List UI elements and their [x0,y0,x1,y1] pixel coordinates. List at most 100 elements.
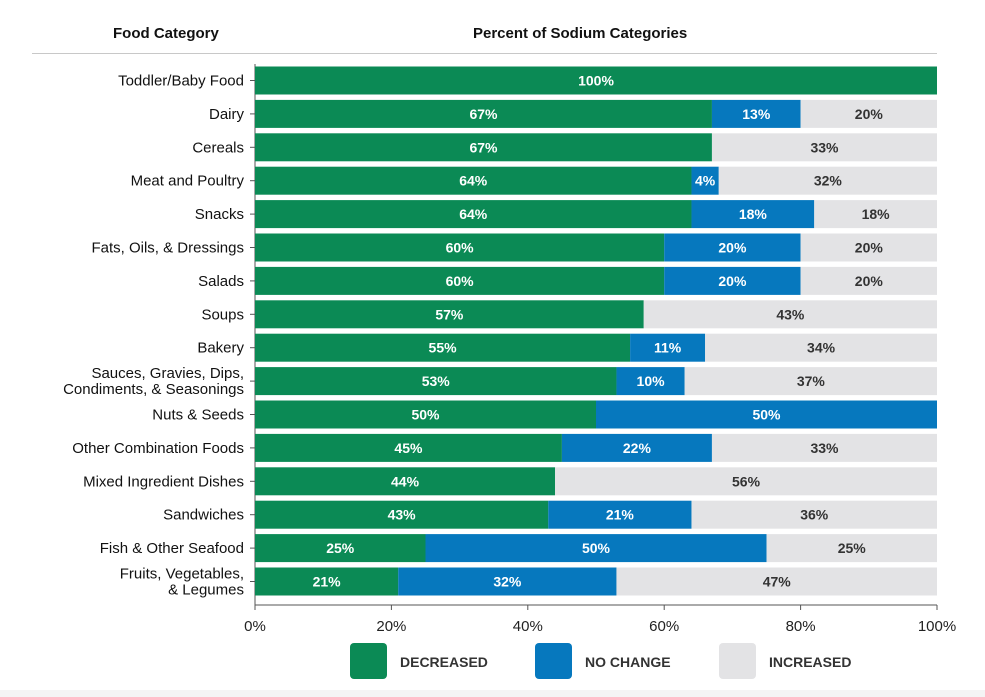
data-label-increased: 37% [797,373,826,389]
legend-label-decreased: DECREASED [400,654,488,670]
data-label-decreased: 67% [469,106,498,122]
x-tick-label: 0% [244,618,266,635]
category-label: Dairy [209,106,245,123]
category-label: Sauces, Gravies, Dips, Condiments, & Seas… [63,365,244,398]
data-label-no-change: 18% [739,206,768,222]
bar-segment-decreased [255,400,596,429]
data-label-no-change: 32% [493,574,522,590]
bar-segment-increased [718,166,937,195]
bar-segment-increased [705,333,937,362]
chart-title: Percent of Sodium Categories [473,25,688,42]
bar-segment-increased [555,467,937,496]
data-label-no-change: 11% [654,340,682,356]
category-label: Soups [201,306,244,323]
bar-segment-no-change [664,266,801,295]
data-label-increased: 47% [763,574,792,590]
legend-label-no-change: NO CHANGE [585,654,671,670]
data-label-increased: 32% [814,173,843,189]
data-label-increased: 20% [855,273,884,289]
bar-segment-no-change [596,400,937,429]
bar-segment-increased [711,433,937,462]
bar-segment-no-change [398,567,617,596]
category-label: Sandwiches [163,507,244,524]
bar-segment-no-change [630,333,706,362]
bar-segment-increased [684,367,937,396]
bar-segment-decreased [255,266,665,295]
bar-segment-decreased [255,166,692,195]
bar-segment-decreased [255,367,617,396]
bar-segment-no-change [711,99,801,128]
data-label-no-change: 50% [752,407,781,423]
x-tick-label: 100% [918,618,956,635]
bar-segment-increased [691,500,937,529]
data-label-increased: 20% [855,240,884,256]
bar-segment-decreased [255,333,631,362]
category-label: Fats, Oils, & Dressings [91,240,244,257]
legend-swatch-decreased [350,643,387,679]
data-label-increased: 36% [800,507,829,523]
category-label: Bakery [197,340,244,357]
bar-segment-decreased [255,567,399,596]
bar-segment-increased [711,133,937,162]
category-label: Cereals [192,139,244,156]
data-label-decreased: 57% [435,306,464,322]
bar-segment-decreased [255,500,549,529]
data-label-decreased: 50% [411,407,440,423]
bar-segment-decreased [255,133,712,162]
category-label: Other Combination Foods [72,440,244,457]
bar-segment-decreased [255,233,665,262]
bar-segment-decreased [255,200,692,229]
category-label: Salads [198,273,244,290]
data-label-increased: 56% [732,473,761,489]
data-label-decreased: 43% [388,507,417,523]
bar-segment-decreased [255,99,712,128]
bar-segment-no-change [548,500,692,529]
data-label-decreased: 53% [422,373,451,389]
data-label-increased: 34% [807,340,836,356]
bar-segment-decreased [255,433,562,462]
data-label-no-change: 20% [718,240,747,256]
data-label-no-change: 50% [582,540,611,556]
category-label: Nuts & Seeds [152,407,244,424]
data-label-decreased: 21% [313,574,342,590]
data-label-decreased: 60% [446,240,475,256]
data-label-increased: 33% [810,139,839,155]
bar-segment-decreased [255,534,426,563]
data-label-no-change: 20% [718,273,747,289]
data-label-decreased: 60% [446,273,475,289]
bar-segment-no-change [691,166,719,195]
x-tick-label: 80% [786,618,816,635]
data-label-no-change: 4% [695,173,716,189]
data-label-increased: 43% [776,306,805,322]
data-label-increased: 25% [838,540,867,556]
data-label-increased: 18% [862,206,891,222]
bar-segment-increased [616,567,937,596]
bar-segment-increased [800,233,937,262]
data-label-no-change: 10% [637,373,666,389]
bar-segment-no-change [616,367,685,396]
data-label-decreased: 64% [459,173,488,189]
data-label-increased: 20% [855,106,884,122]
category-label: Meat and Poultry [131,173,245,190]
bottom-band [0,690,985,697]
category-label: Fruits, Vegetables, & Legumes [120,566,244,599]
data-label-decreased: 64% [459,206,488,222]
data-label-decreased: 55% [429,340,458,356]
bar-segment-decreased [255,66,937,95]
x-tick-label: 20% [376,618,406,635]
data-label-decreased: 44% [391,473,420,489]
category-label: Snacks [195,206,244,223]
category-label: Toddler/Baby Food [118,73,244,90]
legend-swatch-no-change [535,643,572,679]
x-tick-label: 60% [649,618,679,635]
data-label-no-change: 22% [623,440,652,456]
bar-segment-no-change [561,433,712,462]
category-label: Mixed Ingredient Dishes [83,473,244,490]
data-label-decreased: 45% [394,440,423,456]
data-label-increased: 33% [810,440,839,456]
bar-segment-increased [800,266,937,295]
bar-segment-increased [643,300,937,329]
data-label-no-change: 13% [742,106,771,122]
data-label-decreased: 100% [578,73,614,89]
x-tick-label: 40% [513,618,543,635]
